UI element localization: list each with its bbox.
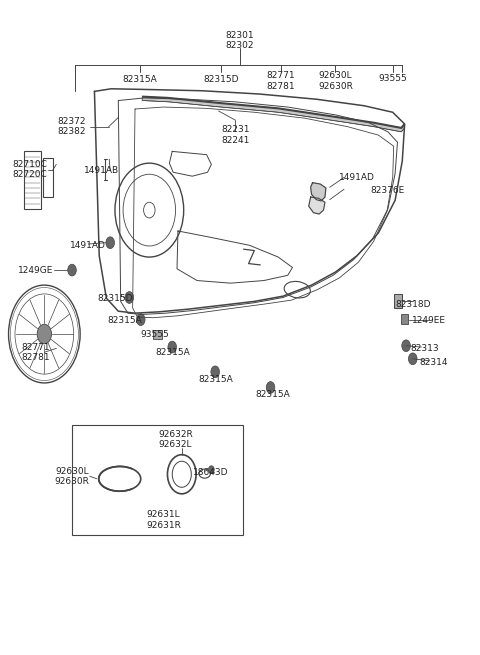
Bar xyxy=(24,151,41,209)
Circle shape xyxy=(402,340,410,352)
Text: 82231
82241: 82231 82241 xyxy=(221,125,250,145)
Text: 92632R
92632L: 92632R 92632L xyxy=(158,430,193,449)
Text: 82315A: 82315A xyxy=(255,390,290,399)
Text: 82315A: 82315A xyxy=(156,348,191,357)
Circle shape xyxy=(37,324,51,344)
Text: 1491AD: 1491AD xyxy=(70,241,106,250)
Text: 92631L
92631R: 92631L 92631R xyxy=(146,510,181,530)
Text: 82771
82781: 82771 82781 xyxy=(266,71,295,90)
Text: 92630L
92630R: 92630L 92630R xyxy=(55,466,89,486)
Circle shape xyxy=(408,353,417,365)
Bar xyxy=(401,314,408,324)
Text: 82710C
82720C: 82710C 82720C xyxy=(12,160,48,179)
Bar xyxy=(43,158,53,197)
Polygon shape xyxy=(311,183,326,201)
Circle shape xyxy=(125,291,133,303)
Circle shape xyxy=(208,466,214,474)
Circle shape xyxy=(68,264,76,276)
Text: 82301
82302: 82301 82302 xyxy=(226,31,254,50)
Text: 82372
82382: 82372 82382 xyxy=(58,117,86,136)
Bar xyxy=(394,293,402,308)
Text: 1249EE: 1249EE xyxy=(412,316,446,326)
Circle shape xyxy=(136,314,145,326)
Text: 82315D: 82315D xyxy=(203,75,239,84)
Bar xyxy=(153,330,162,339)
Circle shape xyxy=(106,237,115,249)
Text: 1249GE: 1249GE xyxy=(18,266,53,274)
Bar xyxy=(72,425,243,535)
Ellipse shape xyxy=(101,470,138,488)
Text: 82318D: 82318D xyxy=(395,300,431,309)
Circle shape xyxy=(168,341,177,353)
Text: 82771
82781: 82771 82781 xyxy=(22,343,50,362)
Text: 82376E: 82376E xyxy=(371,186,405,195)
Text: 93555: 93555 xyxy=(141,329,169,339)
Text: 82315A: 82315A xyxy=(122,75,157,84)
Text: 1491AB: 1491AB xyxy=(84,166,119,176)
Text: 92630L
92630R: 92630L 92630R xyxy=(318,71,353,90)
Circle shape xyxy=(266,382,275,394)
Text: 82315A: 82315A xyxy=(199,375,233,384)
Text: 1491AD: 1491AD xyxy=(339,173,375,182)
Text: 82314: 82314 xyxy=(420,358,448,367)
Polygon shape xyxy=(309,197,325,214)
Text: 93555: 93555 xyxy=(378,74,407,83)
Text: 82315D: 82315D xyxy=(97,293,132,303)
Text: 18643D: 18643D xyxy=(192,468,228,477)
Text: 82313: 82313 xyxy=(411,344,440,353)
Text: 82315A: 82315A xyxy=(107,316,142,326)
Polygon shape xyxy=(142,97,405,132)
Circle shape xyxy=(211,366,219,378)
